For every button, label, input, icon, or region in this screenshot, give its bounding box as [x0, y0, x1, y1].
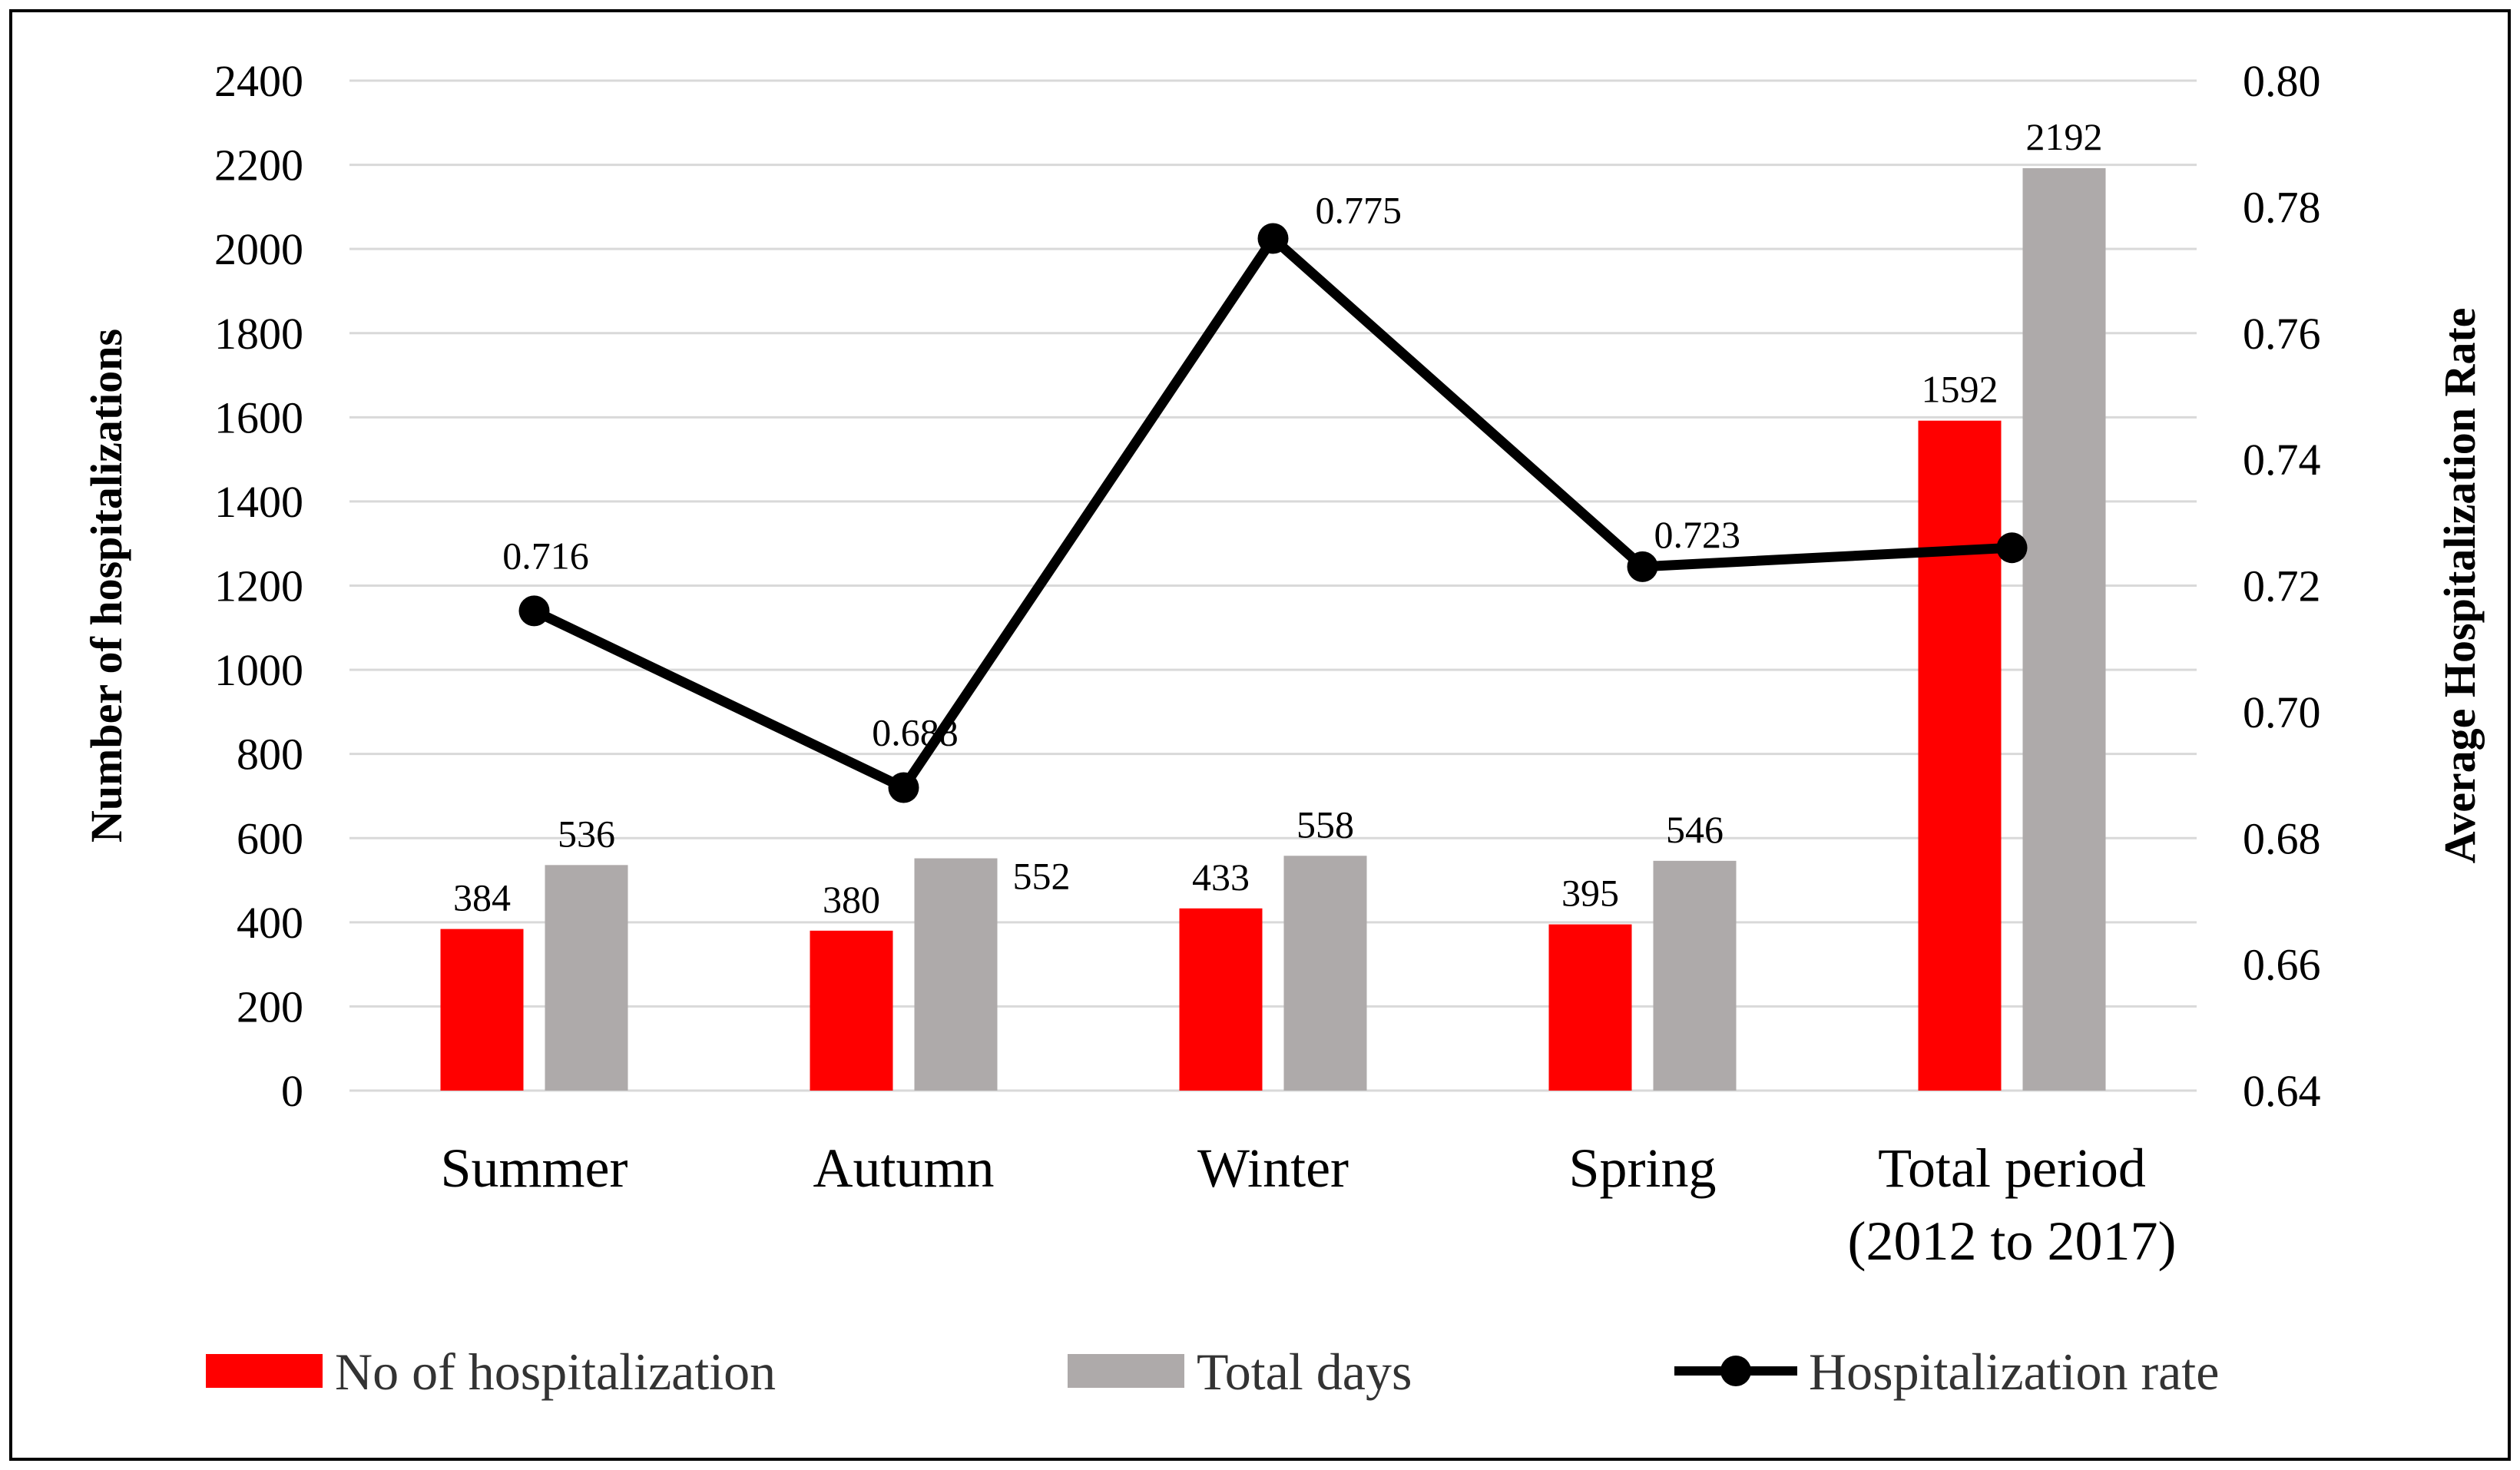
bar-total-days [1653, 860, 1737, 1091]
x-category-label: Winter [1197, 1137, 1349, 1199]
y-right-tick-label: 0.72 [2243, 561, 2321, 611]
bar-data-label: 2192 [2026, 115, 2103, 158]
bar-data-label: 558 [1296, 803, 1354, 846]
legend-label: No of hospitalization [335, 1343, 776, 1401]
chart-frame [9, 9, 2511, 1461]
bar-data-label: 552 [1013, 855, 1071, 898]
y-left-tick-label: 800 [237, 730, 303, 780]
legend-label: Total days [1197, 1343, 1412, 1401]
legend-swatch [1068, 1354, 1184, 1388]
y-left-tick-label: 2000 [214, 224, 303, 274]
y-right-tick-label: 0.68 [2243, 813, 2321, 863]
bar-hospitalizations [1548, 924, 1632, 1091]
rate-point [888, 772, 919, 803]
x-category-label: Autumn [813, 1137, 994, 1199]
bar-data-label: 433 [1192, 856, 1250, 899]
legend-marker [1720, 1356, 1751, 1386]
x-category-label: Total period [1878, 1137, 2146, 1199]
y-right-tick-label: 0.78 [2243, 182, 2321, 232]
rate-line [531, 233, 2012, 793]
rate-data-label: 0.723 [1654, 513, 1741, 556]
bar-data-label: 1592 [1922, 368, 1998, 411]
x-category-label: Spring [1568, 1137, 1716, 1199]
y-left-tick-label: 0 [281, 1066, 303, 1116]
y-right-tick-label: 0.70 [2243, 687, 2321, 737]
bar-hospitalizations [1918, 420, 2002, 1091]
y-right-tick-label: 0.64 [2243, 1066, 2321, 1116]
bar-hospitalizations [440, 929, 524, 1091]
rate-point [1627, 551, 1658, 582]
bar-total-days [545, 865, 628, 1091]
y-left-tick-label: 200 [237, 982, 303, 1031]
y-left-tick-label: 400 [237, 898, 303, 948]
y-left-tick-label: 1000 [214, 645, 303, 695]
rate-point [1257, 223, 1289, 254]
rate-data-label: 0.775 [1316, 188, 1402, 231]
y-left-tick-label: 1800 [214, 309, 303, 359]
y-right-tick-label: 0.80 [2243, 56, 2321, 106]
y-right-tick-label: 0.66 [2243, 940, 2321, 990]
y-left-tick-label: 2400 [214, 56, 303, 106]
y-left-tick-label: 1600 [214, 392, 303, 442]
bar-hospitalizations [1179, 908, 1263, 1091]
legend-swatch [206, 1354, 323, 1388]
y-right-tick-label: 0.76 [2243, 309, 2321, 359]
bar-data-label: 380 [823, 878, 880, 921]
x-category-label: Summer [441, 1137, 628, 1199]
rate-data-label: 0.716 [502, 534, 589, 577]
legend-label: Hospitalization rate [1809, 1343, 2219, 1401]
y-left-tick-label: 1400 [214, 477, 303, 527]
x-category-sublabel: (2012 to 2017) [1848, 1210, 2177, 1272]
bar-data-label: 536 [558, 812, 615, 855]
bar-total-days [2022, 167, 2106, 1091]
bar-hospitalizations [810, 930, 893, 1091]
bar-data-label: 395 [1561, 872, 1619, 915]
y-left-tick-label: 2200 [214, 141, 303, 190]
y-left-tick-label: 1200 [214, 561, 303, 611]
y-right-tick-label: 0.74 [2243, 435, 2321, 485]
rate-data-label: 0.688 [872, 711, 959, 754]
y-left-axis-title: Number of hospitalizations [81, 329, 131, 843]
bar-data-label: 546 [1666, 808, 1724, 851]
rate-point [518, 595, 550, 627]
rate-point [1996, 532, 2028, 564]
bar-data-label: 384 [453, 876, 511, 919]
bar-total-days [914, 858, 998, 1091]
bar-total-days [1283, 856, 1367, 1091]
y-right-axis-title: Average Hospitalization Rate [2435, 308, 2485, 864]
y-left-tick-label: 600 [237, 813, 303, 863]
